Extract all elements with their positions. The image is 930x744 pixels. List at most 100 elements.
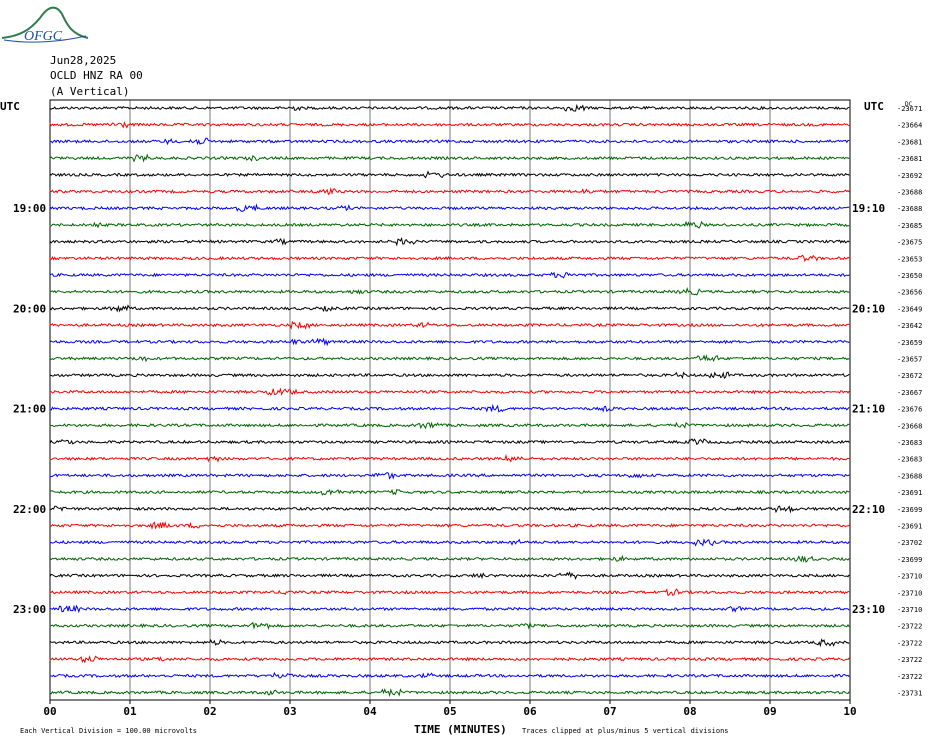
trace-line — [49, 438, 850, 446]
trace-line — [49, 671, 850, 679]
trace-line — [49, 304, 850, 313]
right-axis-title: UTC — [864, 100, 884, 113]
trace-line — [49, 505, 850, 514]
scale-note: Each Vertical Division = 100.00 microvol… — [20, 727, 197, 735]
logo-text: OFGC — [24, 29, 63, 44]
dc-offset-label: -23722 — [897, 673, 922, 681]
dc-offset-label: -23653 — [897, 255, 922, 263]
right-hour-label: 20:10 — [852, 302, 885, 315]
dc-offset-label: -23722 — [897, 656, 922, 664]
dc-offset-label: -23691 — [897, 489, 922, 497]
trace-line — [49, 538, 850, 547]
trace-line — [49, 220, 850, 229]
dc-offset-label: -23659 — [897, 339, 922, 347]
logo-swash — [3, 35, 87, 43]
dc-offset-label: -23692 — [897, 172, 922, 180]
x-tick-label: 05 — [443, 705, 456, 718]
trace-line — [49, 387, 850, 396]
x-tick-label: 06 — [523, 705, 537, 718]
trace-line — [49, 337, 850, 347]
dc-offset-label: -23668 — [897, 422, 922, 430]
trace-line — [49, 320, 850, 330]
dc-offset-label: -23681 — [897, 138, 922, 146]
left-hour-label: 20:00 — [13, 302, 46, 315]
trace-line — [49, 571, 850, 580]
trace-line — [49, 170, 850, 179]
x-tick-label: 03 — [283, 705, 296, 718]
dc-offset-label: -23710 — [897, 606, 922, 614]
trace-line — [49, 421, 850, 430]
trace-line — [49, 403, 850, 413]
x-tick-label: 07 — [603, 705, 616, 718]
left-axis-title: UTC — [0, 100, 20, 113]
x-tick-label: 00 — [43, 705, 56, 718]
dc-offset-label: -23710 — [897, 589, 922, 597]
dc-offset-label: -23672 — [897, 372, 922, 380]
trace-line — [49, 371, 850, 380]
x-tick-label: 01 — [123, 705, 137, 718]
dc-offset-label: -23657 — [897, 356, 922, 364]
dc-offset-label: -23681 — [897, 155, 922, 163]
trace-line — [49, 604, 850, 614]
trace-line — [49, 271, 850, 279]
dc-offset-label: -23699 — [897, 506, 922, 514]
left-hour-label: 23:00 — [13, 603, 46, 616]
trace-line — [49, 203, 850, 212]
trace-line — [49, 521, 850, 531]
trace-line — [49, 103, 850, 112]
trace-line — [49, 454, 850, 463]
dc-offset-label: -23688 — [897, 472, 922, 480]
logo-curve — [1, 6, 89, 39]
left-hour-label: 21:00 — [13, 403, 46, 416]
dc-offset-label: -23650 — [897, 272, 922, 280]
ofgc-logo: OFGC — [1, 6, 89, 44]
dc-offset-label: -23722 — [897, 623, 922, 631]
left-hour-label: 19:00 — [13, 202, 46, 215]
right-hour-label: 23:10 — [852, 603, 885, 616]
dc-offset-label: -23676 — [897, 406, 922, 414]
station-id: OCLD HNZ RA 00 — [50, 69, 143, 82]
x-tick-label: 02 — [203, 705, 216, 718]
trace-line — [49, 121, 850, 129]
trace-line — [49, 354, 850, 363]
dc-offset-label: -23683 — [897, 456, 922, 464]
trace-line — [49, 186, 850, 196]
left-hour-label: 22:00 — [13, 503, 46, 516]
trace-line — [49, 153, 850, 163]
dc-offset-label: -23722 — [897, 639, 922, 647]
dc-offset-label: -23649 — [897, 305, 922, 313]
dc-offset-label: -23671 — [897, 105, 922, 113]
dc-offset-label: -23699 — [897, 556, 922, 564]
x-axis-title: TIME (MINUTES) — [414, 723, 507, 736]
trace-line — [49, 137, 850, 146]
dc-column-label: DC — [905, 101, 913, 108]
dc-offset-label: -23683 — [897, 439, 922, 447]
dc-offset-label: -23685 — [897, 222, 922, 230]
dc-offset-label: -23656 — [897, 289, 922, 297]
x-tick-label: 08 — [683, 705, 696, 718]
dc-offset-label: -23664 — [897, 122, 922, 130]
trace-line — [49, 488, 850, 496]
trace-line — [49, 655, 850, 664]
dc-offset-label: -23702 — [897, 539, 922, 547]
trace-line — [49, 554, 850, 563]
x-tick-label: 09 — [763, 705, 776, 718]
dc-offset-label: -23691 — [897, 523, 922, 531]
chart-date: Jun28,2025 — [50, 54, 117, 67]
dc-offset-label: -23675 — [897, 239, 922, 247]
trace-line — [49, 237, 850, 247]
trace-line — [49, 638, 850, 648]
trace-line — [49, 688, 850, 698]
dc-offset-label: -23710 — [897, 573, 922, 581]
trace-line — [49, 621, 850, 631]
right-hour-label: 22:10 — [852, 503, 885, 516]
x-tick-label: 10 — [843, 705, 856, 718]
component-label: (A Vertical) — [50, 85, 130, 98]
trace-line — [49, 472, 850, 480]
trace-line — [49, 588, 850, 597]
dc-offset-label: -23667 — [897, 389, 922, 397]
dc-offset-label: -23731 — [897, 690, 922, 698]
x-tick-label: 04 — [363, 705, 377, 718]
dc-offset-label: -23688 — [897, 205, 922, 213]
